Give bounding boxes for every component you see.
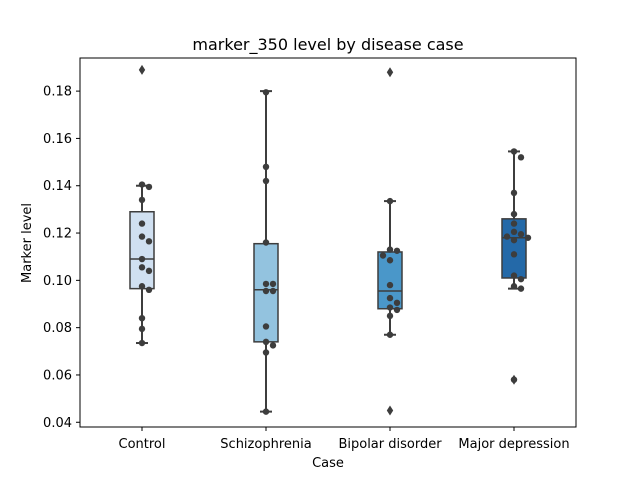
data-point (138, 220, 146, 227)
data-point (386, 257, 394, 264)
data-point (510, 251, 518, 258)
data-point (262, 408, 270, 415)
data-point (262, 89, 270, 96)
y-tick-label: 0.14 (43, 179, 72, 194)
data-point (503, 233, 511, 240)
plot-frame (79, 57, 577, 428)
data-point (138, 264, 146, 271)
data-point (138, 196, 146, 204)
data-point (510, 272, 518, 279)
data-point (510, 210, 518, 218)
data-point (262, 177, 270, 185)
box (501, 218, 527, 279)
data-point (269, 342, 277, 349)
data-point (386, 294, 394, 302)
y-tick-label: 0.10 (43, 274, 72, 289)
x-tick-label: Control (119, 437, 166, 452)
data-point (510, 220, 518, 227)
data-point (138, 233, 146, 240)
chart-title: marker_350 level by disease case (192, 35, 463, 55)
data-point (269, 287, 277, 295)
data-point (145, 238, 153, 245)
data-point (145, 267, 153, 275)
data-point (386, 246, 394, 253)
data-point (262, 323, 270, 330)
x-tick-label: Bipolar disorder (338, 437, 442, 452)
y-tick-label: 0.04 (43, 416, 72, 431)
plot-area: 0.04 0.06 0.08 0.10 0.12 0.14 0.16 0.18 Control S… (43, 64, 570, 452)
data-point (510, 189, 518, 197)
data-point (517, 231, 525, 238)
data-point (393, 306, 401, 314)
x-tick-label: Major depression (458, 437, 569, 452)
data-point (517, 154, 525, 161)
data-point (510, 228, 518, 236)
data-point (262, 287, 270, 295)
data-point (393, 247, 401, 254)
data-point (138, 181, 146, 188)
outlier-marker (386, 405, 394, 416)
data-point (510, 283, 518, 290)
y-tick-label: 0.12 (43, 227, 72, 242)
y-tick-label: 0.06 (43, 368, 72, 383)
data-point (517, 275, 525, 283)
data-point (138, 314, 146, 322)
data-point (138, 339, 146, 347)
data-point (517, 285, 525, 292)
data-point (386, 281, 394, 289)
data-point (138, 255, 146, 263)
x-tick-label: Schizophrenia (220, 437, 311, 452)
y-tick-label: 0.18 (43, 85, 72, 100)
data-point (510, 236, 518, 244)
data-point (138, 283, 146, 290)
data-point (510, 148, 518, 155)
data-point (379, 252, 387, 259)
data-point (262, 338, 270, 346)
data-point (386, 312, 394, 320)
outlier-marker (138, 64, 146, 75)
data-point (262, 163, 270, 171)
data-point (269, 280, 277, 288)
data-point (510, 376, 518, 383)
data-point (145, 183, 153, 191)
outlier-marker (386, 67, 394, 78)
data-point (393, 299, 401, 307)
y-tick-label: 0.08 (43, 321, 72, 336)
data-point (262, 280, 270, 288)
data-point (386, 331, 394, 338)
y-tick-label: 0.16 (43, 132, 72, 147)
data-point (262, 239, 270, 246)
data-point (138, 325, 146, 333)
data-point (262, 349, 270, 356)
x-axis-label: Case (312, 456, 344, 471)
y-axis-label: Marker level (20, 203, 35, 283)
data-point (386, 304, 394, 311)
data-point (145, 286, 153, 294)
data-point (524, 234, 532, 241)
data-point (386, 197, 394, 205)
